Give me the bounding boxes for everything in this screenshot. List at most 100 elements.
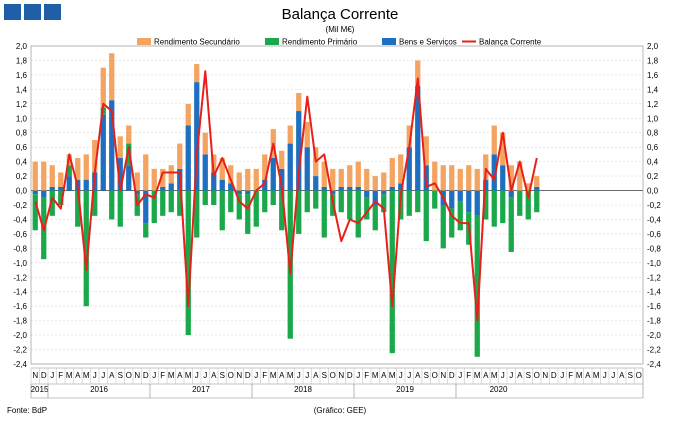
bar-bens-e-servi-os (236, 190, 242, 195)
bar-rendimento-prim-rio (177, 190, 183, 216)
month-label: D (245, 371, 251, 380)
bar-bens-e-servi-os (313, 176, 319, 191)
bar-bens-e-servi-os (202, 154, 208, 191)
credit-note: (Gráfico: GEE) (314, 406, 367, 415)
bar-rendimento-prim-rio (432, 190, 438, 209)
bar-rendimento-secund-rio (355, 161, 361, 187)
bar-rendimento-secund-rio (168, 165, 174, 184)
month-label: F (262, 371, 267, 380)
bar-rendimento-prim-rio (143, 223, 149, 238)
bar-rendimento-secund-rio (500, 132, 506, 166)
month-label: D (41, 371, 47, 380)
month-label: F (58, 371, 63, 380)
bar-rendimento-secund-rio (75, 158, 81, 180)
logo-square (4, 4, 21, 20)
y-tick-label: 1,4 (16, 85, 28, 94)
year-label: 2020 (490, 385, 508, 394)
bar-rendimento-secund-rio (517, 161, 523, 191)
month-label: J (509, 371, 513, 380)
bar-rendimento-secund-rio (185, 103, 191, 126)
month-label: A (109, 371, 115, 380)
bar-rendimento-prim-rio (168, 190, 174, 213)
y-tick-label: -2,4 (647, 360, 661, 369)
legend-swatch (265, 38, 279, 45)
bar-rendimento-prim-rio (474, 215, 480, 357)
month-label: A (313, 371, 319, 380)
bar-rendimento-secund-rio (347, 165, 353, 187)
bar-rendimento-prim-rio (483, 190, 489, 220)
y-tick-label: 0,0 (16, 187, 28, 196)
y-tick-label: 0,4 (647, 158, 659, 167)
y-tick-label: 1,0 (16, 114, 28, 123)
bar-rendimento-secund-rio (423, 136, 429, 166)
month-label: F (466, 371, 471, 380)
bar-rendimento-prim-rio (185, 190, 191, 336)
bar-rendimento-secund-rio (245, 168, 251, 191)
legend-swatch (382, 38, 396, 45)
line-path (34, 70, 538, 322)
month-label: O (330, 371, 336, 380)
bar-rendimento-prim-rio (117, 190, 123, 227)
bar-rendimento-prim-rio (160, 190, 166, 216)
bar-rendimento-prim-rio (457, 201, 463, 231)
bar-bens-e-servi-os (457, 190, 463, 202)
month-label: N (32, 371, 38, 380)
source-note: Fonte: BdP (7, 406, 47, 415)
bar-rendimento-prim-rio (296, 190, 302, 234)
bar-bens-e-servi-os (338, 186, 344, 191)
bar-rendimento-prim-rio (245, 194, 251, 234)
y-tick-label: -1,6 (13, 302, 27, 311)
y-tick-label: -0,8 (13, 244, 27, 253)
bar-bens-e-servi-os (109, 100, 115, 191)
bar-rendimento-secund-rio (143, 154, 149, 191)
bar-rendimento-secund-rio (483, 154, 489, 180)
bar-rendimento-secund-rio (126, 125, 132, 144)
bar-rendimento-prim-rio (355, 190, 361, 238)
bar-bens-e-servi-os (100, 114, 106, 191)
month-label: J (399, 371, 403, 380)
y-tick-label: 0,2 (647, 172, 659, 181)
month-label: A (585, 371, 591, 380)
bar-rendimento-secund-rio (109, 53, 115, 101)
bar-rendimento-prim-rio (491, 190, 497, 227)
bar-rendimento-secund-rio (432, 161, 438, 191)
month-label: O (636, 371, 642, 380)
bar-rendimento-prim-rio (253, 190, 259, 227)
bar-rendimento-prim-rio (236, 194, 242, 220)
y-tick-label: 0,0 (647, 187, 659, 196)
bar-rendimento-secund-rio (49, 165, 55, 187)
bar-bens-e-servi-os (194, 82, 200, 191)
bar-rendimento-secund-rio (100, 67, 106, 108)
bar-rendimento-prim-rio (58, 190, 64, 205)
y-tick-label: -0,4 (13, 215, 27, 224)
bar-rendimento-secund-rio (151, 168, 157, 191)
bar-bens-e-servi-os (304, 147, 310, 191)
bar-rendimento-secund-rio (491, 125, 497, 155)
bar-bens-e-servi-os (406, 147, 412, 191)
bar-rendimento-secund-rio (525, 183, 531, 191)
bar-rendimento-secund-rio (83, 154, 89, 180)
bar-rendimento-prim-rio (364, 197, 370, 220)
month-label: M (372, 371, 379, 380)
legend: Rendimento Secundário Rendimento Primário… (137, 38, 542, 47)
month-label: S (628, 371, 633, 380)
bar-bens-e-servi-os (126, 165, 132, 191)
month-label: S (220, 371, 225, 380)
legend-label: Bens e Serviços (399, 38, 457, 47)
month-label: A (177, 371, 183, 380)
bar-bens-e-servi-os (49, 186, 55, 191)
bar-rendimento-prim-rio (262, 190, 268, 213)
bar-bens-e-servi-os (211, 172, 217, 191)
y-tick-label: 1,0 (647, 114, 659, 123)
y-tick-label: -0,6 (13, 230, 27, 239)
year-label: 2019 (396, 385, 414, 394)
month-label: J (254, 371, 258, 380)
y-tick-label: 1,6 (16, 71, 28, 80)
bar-bens-e-servi-os (41, 190, 47, 198)
month-label: M (83, 371, 90, 380)
bar-rendimento-prim-rio (313, 190, 319, 209)
logo-square (24, 4, 41, 20)
bar-rendimento-prim-rio (381, 194, 387, 213)
y-tick-label: -0,6 (647, 230, 661, 239)
y-tick-label: -1,0 (13, 259, 27, 268)
